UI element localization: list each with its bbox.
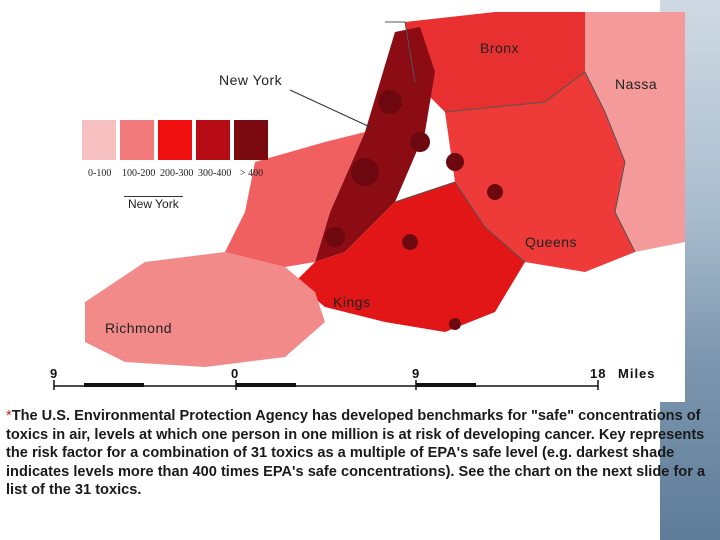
caption-text: The U.S. Environmental Protection Agency… [6, 408, 706, 498]
legend-label-3: 200-300 [160, 168, 194, 179]
new-york-label: New York [219, 72, 283, 88]
queens-label: Queens [525, 234, 578, 250]
map-legend: 0-100 100-200 200-300 300-400 > 400 [82, 120, 272, 180]
scale-unit: Miles [618, 366, 656, 381]
legend-label-2: 100-200 [122, 168, 156, 179]
manhattan-region [315, 27, 435, 262]
legend-swatch-4 [196, 120, 230, 160]
scale-tick-1: 9 [50, 366, 59, 381]
bronx-region [405, 12, 585, 117]
risk-map: Bronx New York Nassa Queens Kings Richmo… [25, 12, 685, 402]
bronx-label: Bronx [480, 40, 520, 56]
legend-swatch-1 [82, 120, 116, 160]
caption: *The U.S. Environmental Protection Agenc… [6, 407, 718, 500]
legend-swatch-2 [120, 120, 154, 160]
scale-tick-2: 0 [231, 366, 240, 381]
richmond-label: Richmond [105, 320, 173, 336]
legend-label-5: > 400 [240, 168, 264, 179]
nassau-label: Nassa [615, 76, 658, 92]
queens-region [445, 72, 635, 272]
new-york-leader-line [289, 89, 371, 128]
map-canvas [85, 12, 685, 367]
legend-label-4: 300-400 [198, 168, 232, 179]
nassau-region [585, 12, 685, 252]
borough-borders [385, 21, 636, 263]
legend-swatch-5 [234, 120, 268, 160]
legend-title: New York [124, 196, 183, 211]
richmond-region [85, 252, 325, 367]
kings-label: Kings [333, 294, 371, 310]
scale-bar: 9 0 9 18 Miles [48, 366, 668, 406]
hotspots [325, 90, 503, 330]
caption-marker: * [6, 408, 12, 424]
legend-swatch-3 [158, 120, 192, 160]
scale-tick-4: 18 [590, 366, 607, 381]
kings-region [295, 182, 525, 332]
scale-tick-3: 9 [412, 366, 421, 381]
scale-bar-graphic [53, 380, 599, 390]
new-jersey-region [225, 132, 365, 267]
legend-label-1: 0-100 [88, 168, 112, 179]
